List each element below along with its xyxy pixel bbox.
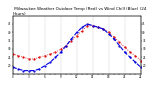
Text: Milwaukee Weather Outdoor Temp (Red) vs Wind Chill (Blue) (24 Hours): Milwaukee Weather Outdoor Temp (Red) vs …	[13, 7, 146, 16]
